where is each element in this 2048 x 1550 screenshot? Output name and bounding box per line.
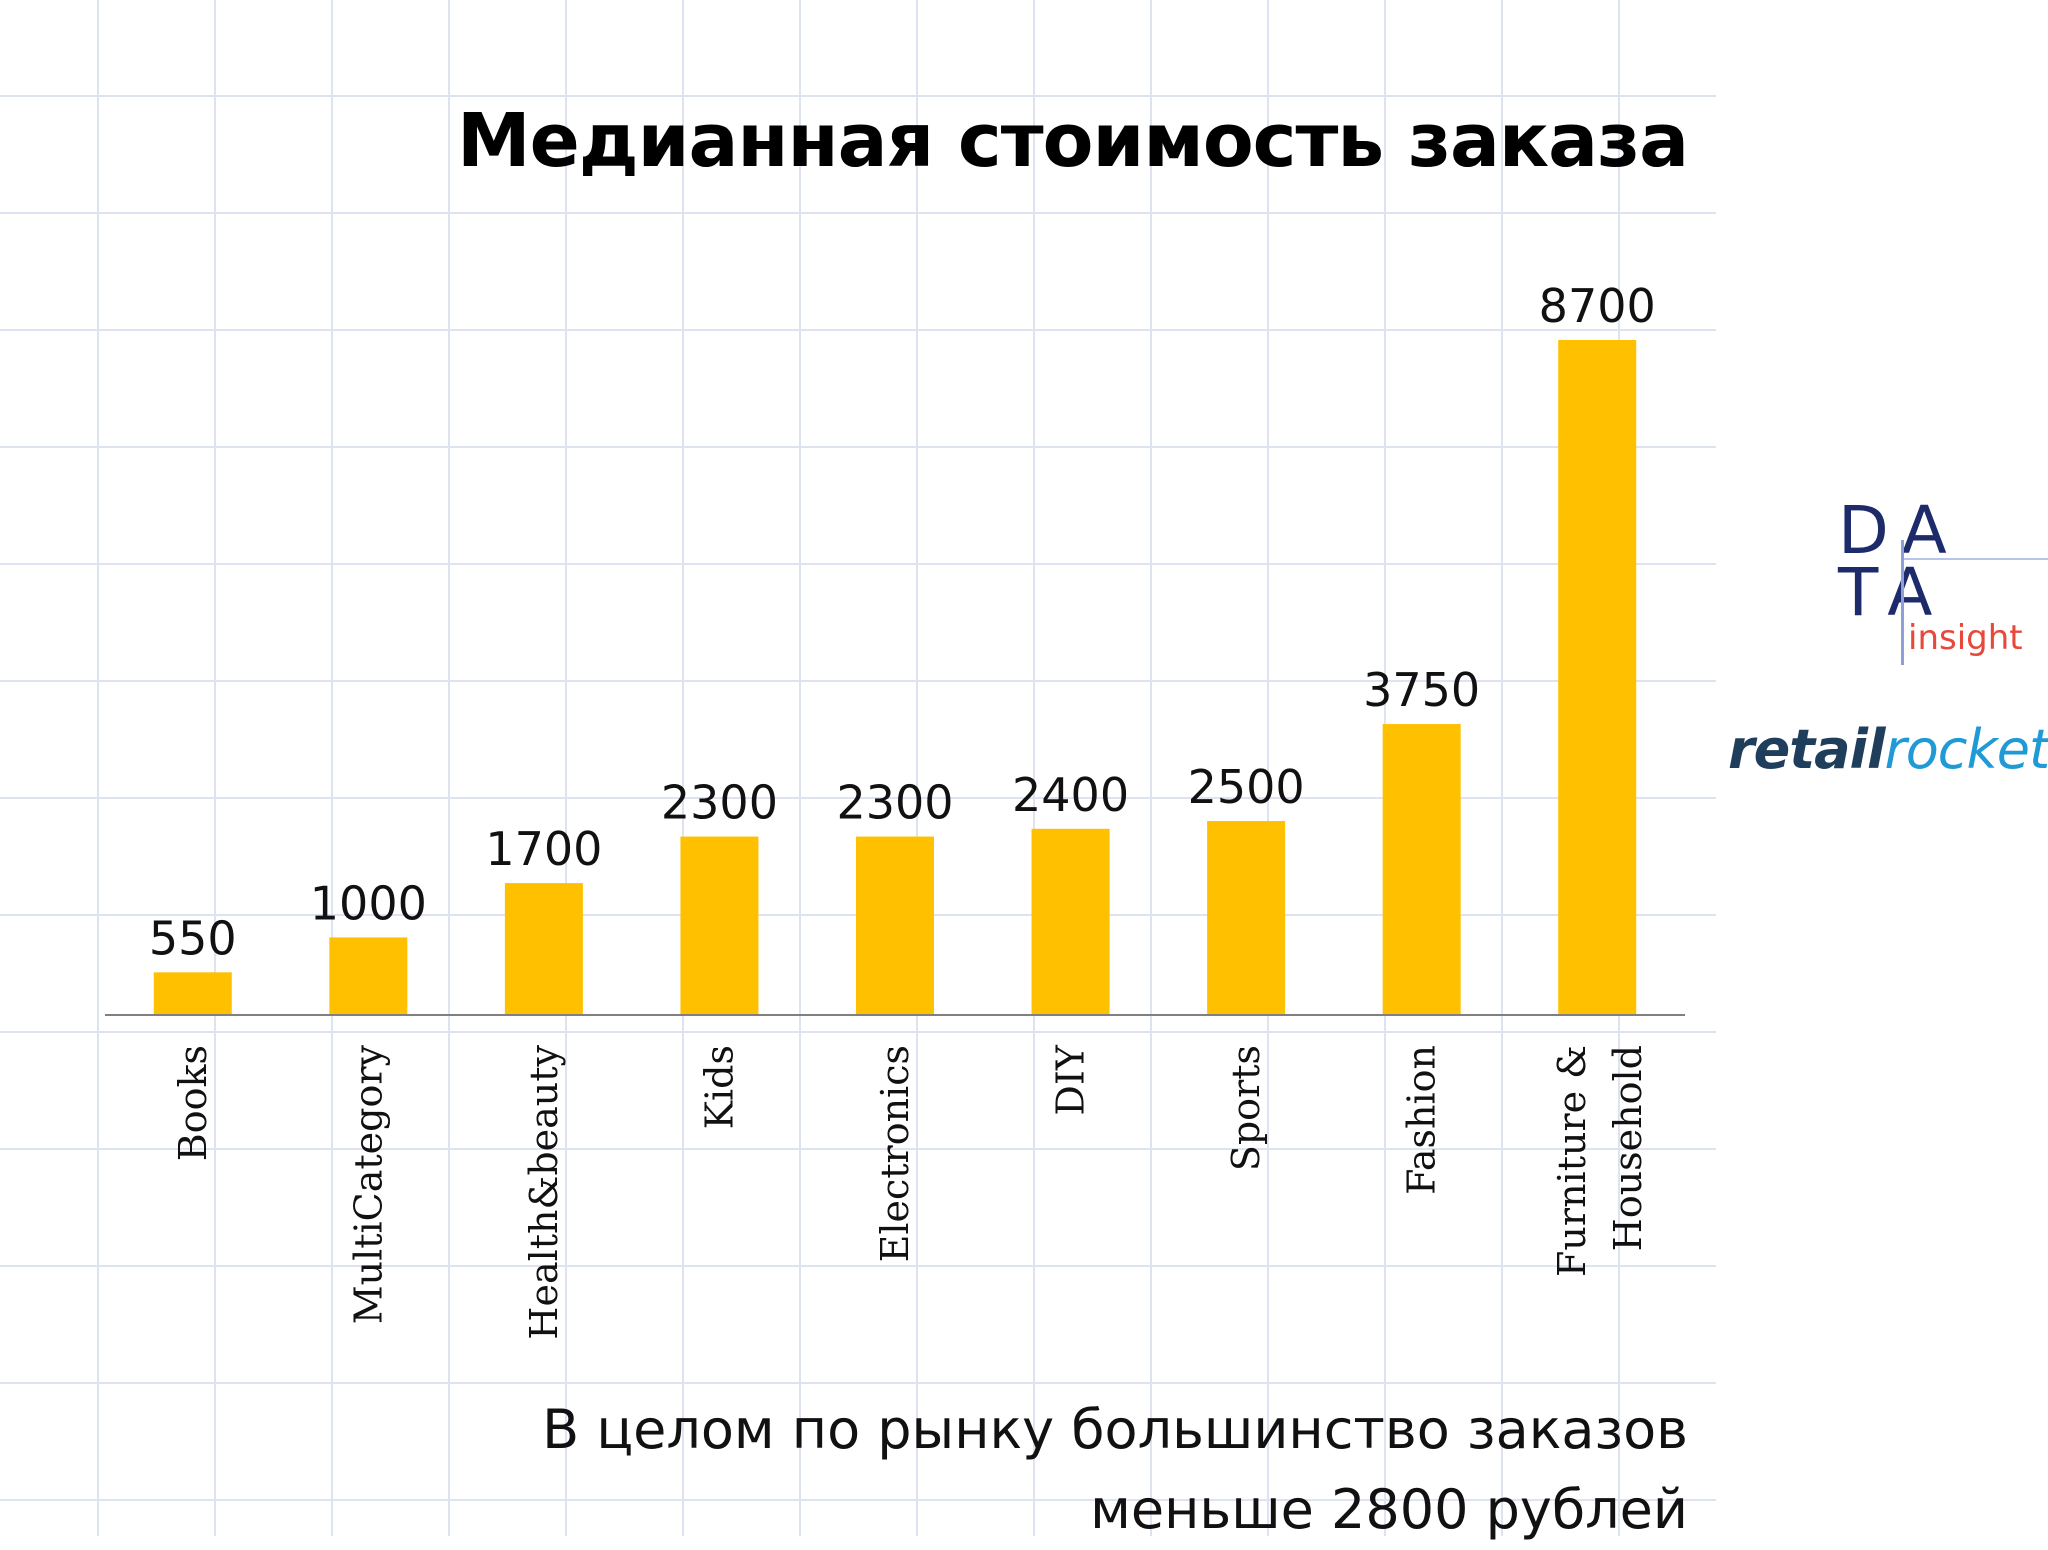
data-insight-divider: [1901, 540, 1904, 665]
footnote-line-1: В целом по рынку большинство заказов: [542, 1398, 1688, 1461]
bar: [856, 836, 934, 1015]
data-label: 1000: [310, 876, 427, 930]
category-label: Electronics: [873, 1045, 917, 1262]
bar: [1031, 828, 1110, 1015]
category-label: Fashion: [1400, 1045, 1444, 1195]
retailrocket-part-2: rocket: [1884, 718, 2048, 781]
data-label: 8700: [1539, 279, 1656, 333]
category-label: Health&beauty: [522, 1044, 566, 1339]
chart-title: Медианная стоимость заказа: [457, 98, 1689, 184]
data-insight-letters: DA TA: [1838, 492, 1961, 631]
bar: [680, 836, 759, 1015]
data-label: 2500: [1188, 760, 1305, 814]
data-label: 2400: [1012, 768, 1129, 822]
category-label: MultiCategory: [346, 1044, 390, 1324]
bar: [1382, 724, 1461, 1015]
category-label: Sports: [1224, 1045, 1268, 1171]
category-label: Furniture & Household: [1550, 1045, 1650, 1277]
data-label: 550: [149, 911, 237, 965]
data-label: 2300: [836, 776, 953, 830]
data-label: 2300: [661, 776, 778, 830]
retailrocket-logo: retailrocket: [1728, 718, 2048, 781]
bar: [504, 883, 583, 1015]
category-label: DIY: [1049, 1044, 1093, 1115]
data-insight-rule: [1904, 558, 2048, 560]
category-label: Books: [171, 1045, 215, 1161]
data-insight-logo: DA TA insight: [1838, 492, 2048, 670]
footnote: В целом по рынку большинство заказов мен…: [542, 1390, 1688, 1550]
data-insight-word: insight: [1908, 618, 2023, 658]
data-label: 3750: [1363, 663, 1480, 717]
footnote-line-2: меньше 2800 рублей: [1090, 1478, 1688, 1541]
bar: [153, 972, 232, 1015]
bar: [1558, 340, 1637, 1015]
bar: [1207, 821, 1286, 1015]
data-label: 1700: [485, 822, 602, 876]
bar: [329, 937, 408, 1015]
category-label: Kids: [697, 1045, 741, 1129]
retailrocket-part-1: retail: [1728, 718, 1886, 781]
